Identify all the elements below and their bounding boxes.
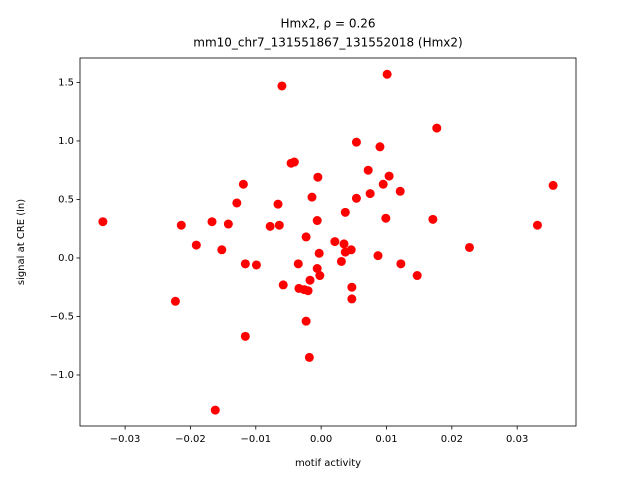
- point: [301, 316, 311, 326]
- point: [351, 137, 361, 147]
- point: [210, 405, 220, 415]
- point: [330, 237, 340, 247]
- point: [396, 259, 406, 269]
- point: [315, 271, 325, 281]
- point: [395, 186, 405, 196]
- point: [274, 220, 284, 230]
- x-tick-label: 0.03: [506, 434, 528, 445]
- point: [217, 245, 227, 255]
- point: [412, 271, 422, 281]
- chart-subtitle: mm10_chr7_131551867_131552018 (Hmx2): [193, 36, 462, 50]
- point: [251, 260, 261, 270]
- x-tick-label: 0.01: [375, 434, 397, 445]
- point: [176, 220, 186, 230]
- point: [428, 214, 438, 224]
- point: [232, 198, 242, 208]
- point: [98, 217, 108, 227]
- point: [305, 275, 315, 285]
- point: [240, 259, 250, 269]
- point: [339, 239, 349, 249]
- y-tick-label: 0.5: [58, 194, 74, 205]
- point: [351, 193, 361, 203]
- point: [273, 199, 283, 209]
- point: [384, 171, 394, 181]
- point: [238, 179, 248, 189]
- x-tick-label: −0.02: [175, 434, 206, 445]
- point: [373, 251, 383, 261]
- point: [191, 240, 201, 250]
- point: [223, 219, 233, 229]
- point: [314, 248, 324, 258]
- y-tick-label: −1.0: [50, 370, 74, 381]
- point: [382, 69, 392, 79]
- point: [207, 217, 217, 227]
- point: [303, 286, 313, 296]
- point: [265, 221, 275, 231]
- x-tick-label: 0.02: [441, 434, 463, 445]
- point: [340, 207, 350, 217]
- point: [375, 142, 385, 152]
- point: [336, 256, 346, 266]
- x-tick-label: −0.01: [240, 434, 271, 445]
- point: [347, 294, 357, 304]
- point: [347, 282, 357, 292]
- point: [363, 165, 373, 175]
- plot-frame: [79, 57, 577, 427]
- point: [307, 192, 317, 202]
- x-axis-label: motif activity: [295, 458, 361, 469]
- point: [532, 220, 542, 230]
- point: [240, 331, 250, 341]
- point: [289, 157, 299, 167]
- point: [381, 213, 391, 223]
- point: [312, 216, 322, 226]
- point: [304, 352, 314, 362]
- point: [313, 172, 323, 182]
- point: [293, 259, 303, 269]
- x-tick-label: −0.03: [110, 434, 141, 445]
- point: [312, 264, 322, 274]
- point: [170, 296, 180, 306]
- chart-title: Hmx2, ρ = 0.26: [280, 17, 375, 31]
- point: [432, 123, 442, 133]
- point: [365, 189, 375, 199]
- y-axis-label: signal at CRE (ln): [16, 199, 27, 285]
- y-tick-label: 0.0: [58, 253, 74, 264]
- y-tick-label: 1.5: [58, 77, 74, 88]
- point: [277, 81, 287, 91]
- point: [346, 245, 356, 255]
- point: [378, 179, 388, 189]
- y-tick-label: −0.5: [50, 311, 74, 322]
- x-tick-label: 0.00: [310, 434, 332, 445]
- point: [301, 232, 311, 242]
- point: [548, 180, 558, 190]
- point: [278, 280, 288, 290]
- point: [464, 242, 474, 252]
- y-tick-label: 1.0: [58, 136, 74, 147]
